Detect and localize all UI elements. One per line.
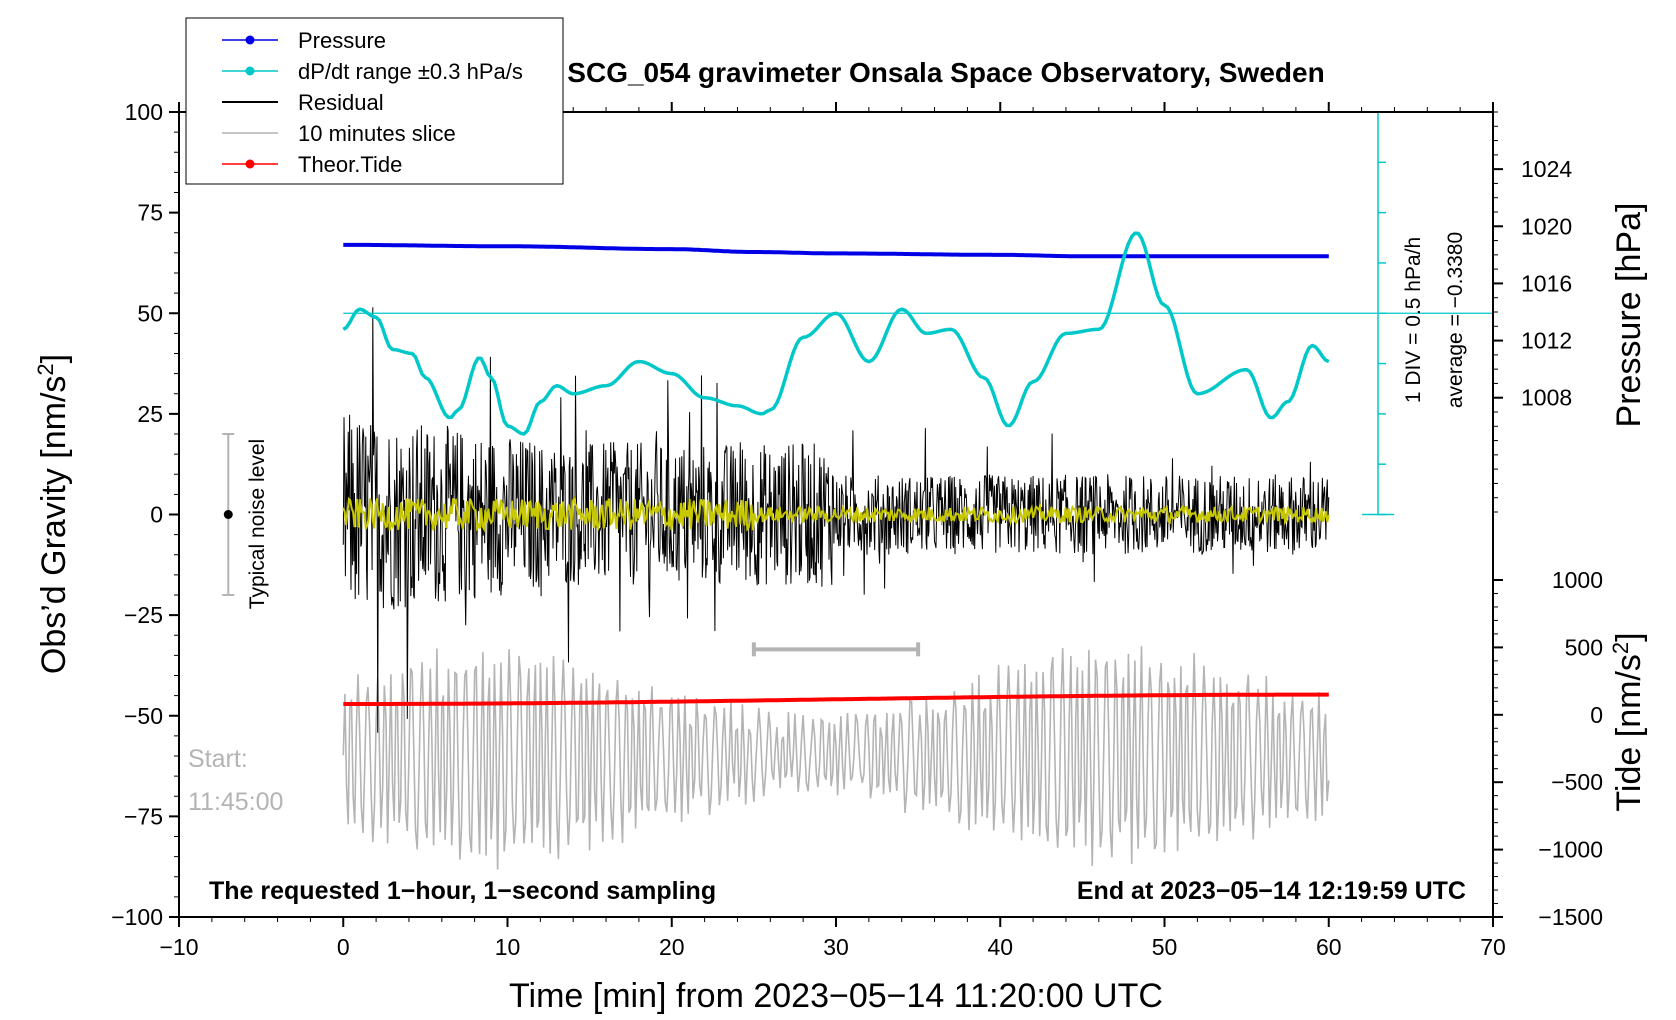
residual-line <box>342 307 1330 733</box>
y-tick-label: −100 <box>111 904 163 930</box>
legend-swatch-marker <box>245 35 255 45</box>
y-tick-label: −50 <box>124 703 163 729</box>
dpdt-scale <box>1362 111 1395 516</box>
noise-level-bar <box>222 433 235 596</box>
dpdt-div-label: 1 DIV = 0.5 hPa/h <box>1402 237 1425 403</box>
x-tick-label: 60 <box>1316 934 1342 960</box>
y-tick-label: 100 <box>125 99 163 125</box>
filtered-residual-line <box>342 495 1330 533</box>
pressure-tick-label: 1012 <box>1521 328 1572 354</box>
tide-axis-title-sup: 2 <box>1608 642 1633 654</box>
y-tick-label: 75 <box>137 200 163 226</box>
x-axis-ticks: −10 0 10 20 30 40 50 60 70 <box>159 102 1506 960</box>
y-tick-label: 50 <box>137 300 163 326</box>
pressure-axis-ticks: 1024 1020 1016 1012 1008 <box>1493 111 1572 513</box>
pressure-tick-label: 1008 <box>1521 385 1572 411</box>
legend-label: Residual <box>298 90 384 115</box>
legend-label: Theor.Tide <box>298 152 402 177</box>
y-tick-label: −25 <box>124 602 163 628</box>
tide-tick-label: 1000 <box>1552 567 1603 593</box>
tide-axis-title: Tide [nm/s2] <box>1608 632 1648 811</box>
residual-series <box>342 307 1330 733</box>
bottom-left-note: The requested 1−hour, 1−second sampling <box>209 877 716 905</box>
x-tick-label: −10 <box>159 934 198 960</box>
chart-title: SCG_054 gravimeter Onsala Space Observat… <box>567 57 1324 88</box>
x-tick-label: 50 <box>1152 934 1178 960</box>
pressure-line <box>343 242 1329 259</box>
theor-tide-line <box>343 692 1329 706</box>
pressure-tick-label: 1020 <box>1521 213 1572 239</box>
legend-swatch-marker <box>245 159 255 169</box>
theor-tide-series <box>343 692 1329 706</box>
y-tick-label: 0 <box>150 502 163 528</box>
x-tick-label: 40 <box>987 934 1013 960</box>
filtered-residual-series <box>342 495 1330 533</box>
bottom-right-note: End at 2023−05−14 12:19:59 UTC <box>1077 877 1466 905</box>
x-tick-label: 30 <box>823 934 849 960</box>
noise-level-center-dot <box>223 510 233 519</box>
legend-label: dP/dt range ±0.3 hPa/s <box>298 59 523 84</box>
legend-label: Pressure <box>298 28 386 53</box>
tide-axis-title-main: Tide [nm/s <box>1610 654 1648 811</box>
tide-tick-label: −500 <box>1551 769 1603 795</box>
y-tick-label: 25 <box>137 401 163 427</box>
dpdt-average-label: average = −0.3380 <box>1444 232 1467 408</box>
x-tick-label: 70 <box>1480 934 1506 960</box>
y-axis-title-main: Obs’d Gravity [nm/s <box>35 376 73 675</box>
tide-axis-ticks: 1000 500 0 −500 −1000 −1500 <box>1493 567 1603 930</box>
ten-minute-slice-series <box>342 646 1330 870</box>
y-axis-ticks: 100 75 50 25 0 −25 −50 −75 −100 <box>111 99 179 930</box>
y-axis-title: Obs’d Gravity [nm/s2] <box>33 354 73 674</box>
ten-minute-slice-line <box>342 646 1330 870</box>
start-label: Start: <box>188 745 248 773</box>
tide-tick-label: −1500 <box>1538 904 1603 930</box>
y-axis-title-sup: 2 <box>33 363 58 375</box>
pressure-tick-label: 1024 <box>1521 156 1572 182</box>
x-axis-title: Time [min] from 2023−05−14 11:20:00 UTC <box>509 977 1163 1015</box>
pressure-series <box>343 242 1329 259</box>
dpdt-line <box>342 231 1330 436</box>
tide-tick-label: 500 <box>1565 634 1603 660</box>
y-axis-title-end: ] <box>35 354 73 363</box>
tide-tick-label: −1000 <box>1538 837 1603 863</box>
dpdt-series <box>342 231 1493 436</box>
x-tick-label: 20 <box>659 934 685 960</box>
ten-minute-slice-bar <box>751 642 921 657</box>
pressure-axis-title: Pressure [hPa] <box>1610 203 1648 428</box>
tide-axis-title-end: ] <box>1610 632 1648 641</box>
legend-swatch-marker <box>245 66 255 76</box>
y-tick-label: −75 <box>124 803 163 829</box>
x-tick-label: 10 <box>495 934 521 960</box>
pressure-tick-label: 1016 <box>1521 270 1572 296</box>
legend-label: 10 minutes slice <box>298 121 456 146</box>
x-tick-label: 0 <box>337 934 350 960</box>
noise-level-label: Typical noise level <box>246 439 269 609</box>
start-time: 11:45:00 <box>188 788 283 816</box>
legend: Pressure dP/dt range ±0.3 hPa/s Residual 10… <box>185 17 564 185</box>
tide-tick-label: 0 <box>1590 702 1603 728</box>
